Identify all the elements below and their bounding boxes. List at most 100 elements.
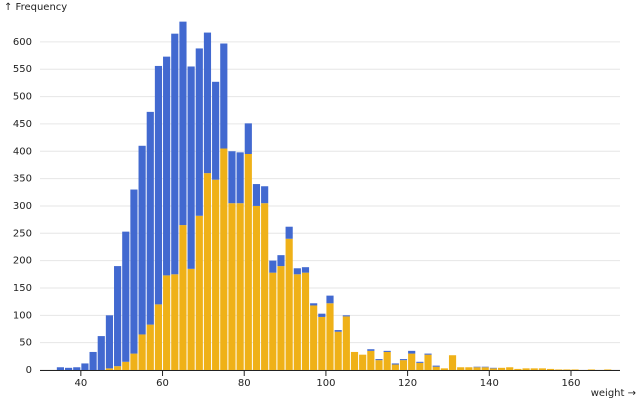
bar — [457, 367, 465, 370]
x-tick-label: 80 — [238, 378, 251, 389]
bar — [105, 368, 114, 370]
bar — [203, 173, 212, 370]
bar — [187, 66, 195, 269]
bar — [146, 111, 154, 325]
bar — [252, 205, 261, 370]
y-tick-label: 600 — [13, 37, 32, 48]
bar — [228, 203, 236, 370]
bar — [220, 43, 228, 149]
bar — [212, 81, 220, 180]
bar — [375, 360, 383, 370]
bar — [571, 369, 579, 370]
bar — [195, 48, 203, 216]
bar — [301, 272, 310, 370]
bar — [587, 369, 595, 370]
bar — [163, 56, 171, 276]
bar — [130, 189, 138, 354]
bar — [244, 153, 252, 370]
bar — [179, 225, 187, 370]
bar — [481, 366, 489, 368]
y-tick-label: 100 — [13, 310, 32, 321]
bar — [154, 304, 163, 370]
y-tick-label: 150 — [13, 283, 32, 294]
bar — [465, 367, 473, 370]
bar — [138, 334, 146, 370]
bar — [171, 33, 179, 275]
bar — [440, 368, 448, 370]
y-tick-label: 500 — [13, 92, 32, 103]
bar — [244, 123, 252, 154]
bar — [481, 367, 489, 370]
bar — [277, 255, 285, 267]
bar — [375, 359, 383, 361]
bar — [318, 316, 326, 370]
bar — [97, 336, 105, 370]
bar — [269, 260, 277, 273]
y-tick-label: 550 — [13, 64, 32, 75]
bar — [285, 238, 293, 370]
bar — [334, 330, 342, 332]
bar — [489, 367, 497, 369]
bar — [220, 148, 228, 370]
bar — [310, 305, 318, 370]
x-tick-label: 140 — [480, 378, 499, 389]
bar — [383, 351, 391, 370]
y-tick-label: 250 — [13, 228, 32, 239]
bar — [114, 266, 122, 367]
bar — [350, 351, 359, 370]
bar — [546, 368, 555, 370]
bar — [146, 324, 154, 370]
bar — [187, 268, 195, 370]
bar — [367, 350, 375, 370]
y-tick-label: 0 — [26, 365, 32, 376]
bar — [154, 65, 163, 305]
bar — [195, 215, 203, 370]
bar — [530, 368, 538, 370]
bar — [122, 361, 130, 370]
bar — [367, 349, 375, 351]
x-tick-label: 40 — [74, 378, 87, 389]
bar — [236, 152, 244, 204]
bar — [342, 315, 350, 317]
bar — [473, 366, 481, 368]
bar — [424, 353, 432, 355]
bar — [391, 363, 399, 365]
bar — [269, 272, 277, 370]
bar — [89, 351, 97, 370]
bar — [114, 366, 122, 370]
bar — [399, 359, 408, 361]
bar — [261, 203, 269, 370]
bar — [432, 366, 440, 370]
y-tick-label: 350 — [13, 174, 32, 185]
bar — [310, 303, 318, 306]
bar — [293, 274, 301, 370]
bar — [277, 266, 285, 370]
bar — [171, 274, 179, 370]
bar — [138, 145, 146, 335]
bar — [514, 368, 522, 370]
bar — [489, 368, 497, 370]
bar — [555, 369, 563, 370]
bar — [81, 363, 89, 370]
bar — [236, 203, 244, 370]
x-tick-label: 60 — [156, 378, 169, 389]
y-tick-label: 200 — [13, 256, 32, 267]
bar — [359, 354, 367, 370]
bar — [432, 365, 440, 367]
bar — [65, 367, 73, 370]
bar — [293, 268, 301, 275]
bar — [203, 32, 212, 174]
bar — [334, 331, 342, 370]
bar — [301, 267, 310, 273]
bar — [383, 350, 391, 352]
bar — [416, 361, 424, 363]
bar — [212, 179, 220, 370]
y-tick-label: 300 — [13, 201, 32, 212]
bar — [261, 186, 269, 204]
bar — [56, 367, 65, 370]
y-tick-label: 450 — [13, 119, 32, 130]
bar — [473, 367, 481, 370]
bar — [252, 184, 261, 206]
bar — [105, 315, 114, 369]
